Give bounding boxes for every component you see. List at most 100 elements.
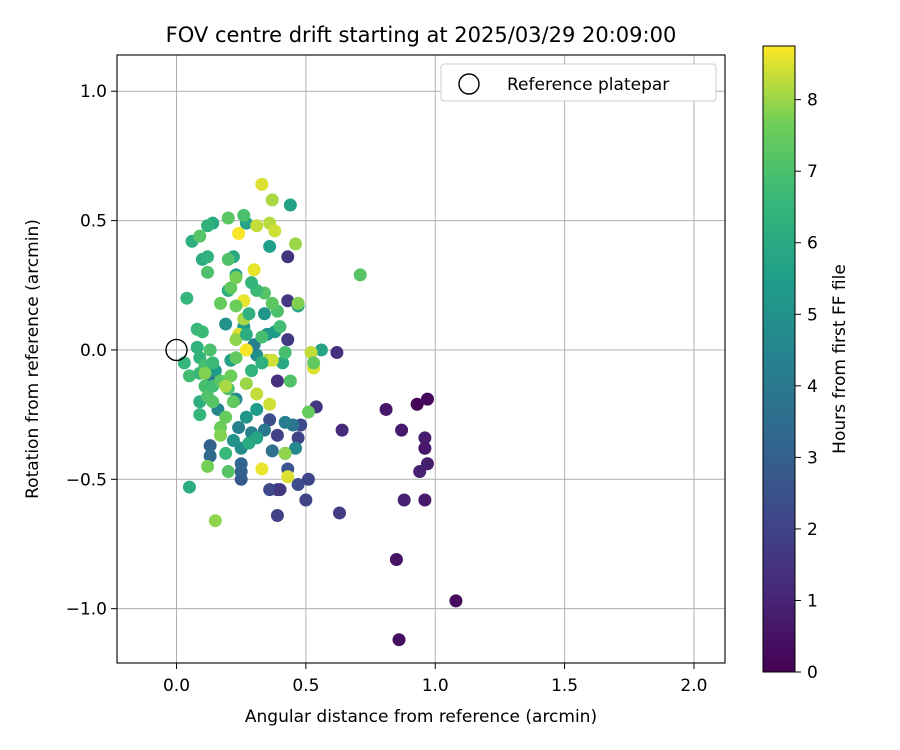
scatter-point — [281, 250, 295, 264]
colorbar-gradient — [762, 45, 796, 673]
scatter-point — [250, 219, 264, 233]
scatter-point — [182, 369, 196, 383]
scatter-point — [203, 343, 217, 357]
scatter-point — [281, 333, 295, 347]
x-axis-label: Angular distance from reference (arcmin) — [245, 707, 597, 727]
scatter-point — [224, 369, 238, 383]
scatter-point — [395, 423, 409, 437]
scatter-point — [226, 433, 240, 447]
colorbar-tick-label: 7 — [807, 162, 818, 182]
scatter-point — [265, 296, 279, 310]
chart-title: FOV centre drift starting at 2025/03/29 … — [166, 23, 677, 47]
scatter-point — [213, 428, 227, 442]
scatter-point — [250, 431, 264, 445]
scatter-point — [449, 594, 463, 608]
scatter-point — [420, 392, 434, 406]
y-tick-label: 1.0 — [80, 82, 107, 102]
scatter-point — [265, 353, 279, 367]
scatter-point — [237, 208, 251, 222]
scatter-point — [278, 415, 292, 429]
scatter-point — [219, 410, 233, 424]
scatter-point — [245, 364, 259, 378]
scatter-point — [255, 177, 269, 191]
scatter-point — [270, 509, 284, 523]
scatter-point — [229, 299, 243, 313]
scatter-point — [301, 405, 315, 419]
y-tick-label: −1.0 — [66, 600, 107, 620]
x-axis-ticks: 0.0 0.5 1.0 1.5 2.0 — [163, 663, 707, 696]
scatter-point — [198, 366, 212, 380]
scatter-point — [291, 431, 305, 445]
scatter-point — [273, 320, 287, 334]
scatter-point — [206, 395, 220, 409]
colorbar-tick-label: 5 — [807, 305, 818, 325]
scatter-point — [265, 444, 279, 458]
scatter-point — [229, 351, 243, 365]
x-tick-label: 0.5 — [292, 676, 319, 696]
scatter-point — [219, 379, 233, 393]
scatter-point — [335, 423, 349, 437]
colorbar-tick-label: 4 — [807, 377, 818, 397]
scatter-point — [245, 276, 259, 290]
x-tick-label: 1.0 — [422, 676, 449, 696]
scatter-point — [330, 346, 344, 360]
scatter-point — [255, 330, 269, 344]
scatter-point — [201, 219, 215, 233]
scatter-point — [221, 211, 235, 225]
scatter-point — [418, 431, 432, 445]
scatter-point — [201, 250, 215, 264]
plot-area-frame — [116, 54, 726, 664]
scatter-point — [226, 395, 240, 409]
legend-reference-label: Reference platepar — [507, 75, 669, 95]
x-tick-label: 1.5 — [551, 676, 578, 696]
legend-reference-marker — [458, 73, 480, 95]
colorbar-tick-label: 6 — [807, 234, 818, 254]
scatter-point — [242, 307, 256, 321]
y-tick-label: 0.0 — [80, 341, 107, 361]
y-tick-label: −0.5 — [66, 470, 107, 490]
scatter-point — [304, 346, 318, 360]
scatter-point — [195, 325, 209, 339]
scatter-point — [301, 472, 315, 486]
scatter-point — [229, 333, 243, 347]
y-axis-label: Rotation from reference (arcmin) — [23, 219, 43, 499]
scatter-point — [250, 402, 264, 416]
x-tick-label: 2.0 — [680, 676, 707, 696]
scatter-point — [203, 449, 217, 463]
scatter-point — [278, 346, 292, 360]
scatter-point — [307, 356, 321, 370]
scatter-point — [353, 268, 367, 282]
scatter-point — [270, 374, 284, 388]
scatter-point — [190, 340, 204, 354]
x-tick-label: 0.0 — [163, 676, 190, 696]
scatter-point — [281, 294, 295, 308]
scatter-point — [263, 239, 277, 253]
y-tick-label: 0.5 — [80, 212, 107, 232]
scatter-point — [203, 439, 217, 453]
colorbar-tick-label: 8 — [807, 91, 818, 111]
scatter-point — [299, 493, 313, 507]
scatter-point — [206, 356, 220, 370]
scatter-point — [291, 477, 305, 491]
reference-platepar-marker — [165, 338, 188, 362]
scatter-point — [239, 327, 253, 341]
scatter-point — [239, 410, 253, 424]
scatter-point — [418, 441, 432, 455]
scatter-point — [182, 480, 196, 494]
legend: Reference platepar — [440, 63, 717, 102]
colorbar-tick-label: 1 — [807, 591, 818, 611]
scatter-point — [221, 465, 235, 479]
colorbar-label: Hours from first FF file — [830, 264, 850, 454]
scatter-point — [410, 397, 424, 411]
scatter-point — [213, 296, 227, 310]
scatter-point — [239, 343, 253, 357]
scatter-point — [257, 307, 271, 321]
scatter-point — [201, 265, 215, 279]
scatter-point — [219, 317, 233, 331]
scatter-point — [291, 296, 305, 310]
scatter-point — [413, 465, 427, 479]
scatter-point — [232, 227, 246, 241]
colorbar-ticks: 0 1 2 3 4 5 6 7 8 — [795, 91, 818, 683]
